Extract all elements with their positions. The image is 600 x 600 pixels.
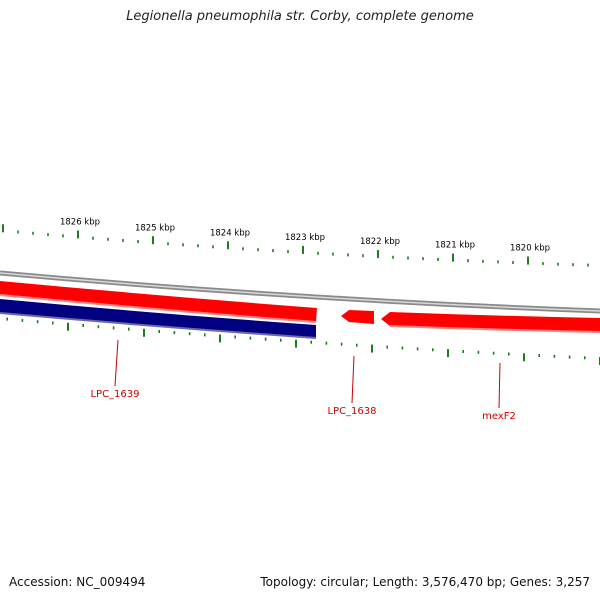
scale-label: 1820 kbp <box>510 244 550 254</box>
scale-label: 1826 kbp <box>60 218 100 228</box>
callout-line-lpc-1639 <box>114 339 119 387</box>
gene-mexf2-edge <box>389 325 600 333</box>
scale-label: 1822 kbp <box>360 237 400 247</box>
backbone-highlight <box>0 272 600 312</box>
accession-text: Accession: NC_009494 <box>9 575 146 589</box>
scale-label: 1825 kbp <box>135 223 175 233</box>
callout-line-mexf2 <box>498 362 501 409</box>
gene-label-mexf2: mexF2 <box>482 411 516 422</box>
scale-label-group: 1826 kbp 1825 kbp 1824 kbp 1823 kbp 1822 kbp… <box>60 218 550 254</box>
gene-lpc-1638[interactable] <box>341 310 374 324</box>
forward-gene-segment-edge <box>0 294 317 323</box>
genome-summary-text: Topology: circular; Length: 3,576,470 bp… <box>260 575 590 589</box>
scale-label: 1821 kbp <box>435 241 475 251</box>
scale-label: 1824 kbp <box>210 228 250 238</box>
forward-gene-segment[interactable] <box>0 281 317 322</box>
map-title: Legionella pneumophila str. Corby, compl… <box>126 9 474 24</box>
inner-tick-track <box>6 317 600 365</box>
gene-label-lpc-1638: LPC_1638 <box>327 406 376 417</box>
gene-lpc-1639[interactable] <box>0 299 316 338</box>
gene-label-lpc-1639: LPC_1639 <box>90 389 139 400</box>
outer-tick-track <box>2 224 589 267</box>
gene-lpc-1639-edge <box>0 312 317 339</box>
scale-label: 1823 kbp <box>285 233 325 243</box>
callout-line-lpc-1638 <box>351 355 355 404</box>
